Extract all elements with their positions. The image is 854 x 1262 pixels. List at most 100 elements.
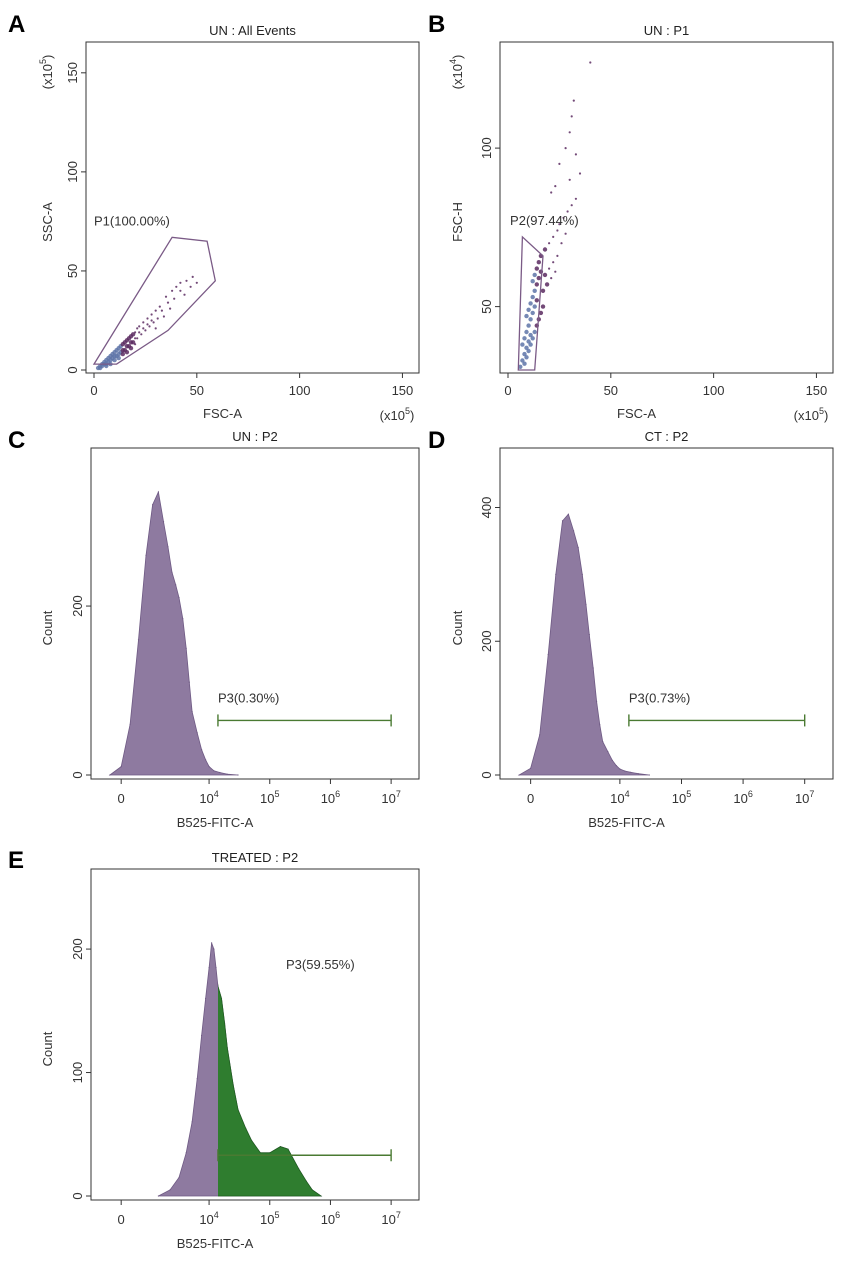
histogram-bin <box>577 547 579 549</box>
scatter-point <box>536 275 541 281</box>
scatter-point <box>568 131 571 134</box>
scatter-point <box>532 288 537 293</box>
scatter-point <box>146 317 149 320</box>
histogram-bin <box>237 774 239 776</box>
x-tick-label: 150 <box>806 383 828 398</box>
scatter-point <box>524 355 529 360</box>
scatter-point <box>134 337 137 340</box>
y-tick-label: 50 <box>65 264 80 278</box>
histogram-bin <box>581 573 583 576</box>
scatter-point <box>154 327 157 330</box>
y-tick-label: 0 <box>70 1192 85 1199</box>
histogram-bin <box>182 618 184 620</box>
histogram-bin <box>530 767 532 769</box>
scatter-point <box>124 344 130 349</box>
scatter-point <box>524 313 529 319</box>
scatter-point <box>532 272 537 278</box>
scatter-point <box>524 345 529 350</box>
scatter-point <box>144 329 147 332</box>
scatter-point <box>136 337 139 340</box>
panel-letter: B <box>428 11 445 38</box>
scatter-point <box>522 361 527 366</box>
scatter-point <box>128 340 134 345</box>
gate-label: P3(0.73%) <box>629 690 690 705</box>
histogram-bin <box>188 681 190 683</box>
histogram-bin <box>205 759 207 761</box>
scatter-point <box>130 332 136 337</box>
scatter-point <box>108 357 113 363</box>
x-axis-label: B525-FITC-A <box>177 1236 254 1251</box>
histogram-bin <box>185 647 187 649</box>
plot-title: UN : All Events <box>209 23 296 38</box>
scatter-point <box>572 99 575 102</box>
histogram-bin <box>624 770 626 772</box>
y-multiplier: (x105) <box>38 55 55 90</box>
scatter-point <box>526 348 531 354</box>
x-tick-label: 0 <box>118 791 125 806</box>
scatter-point <box>568 178 571 181</box>
scatter-point <box>558 162 561 165</box>
panel-letter: C <box>8 427 25 454</box>
scatter-point <box>150 319 153 322</box>
scatter-point <box>522 351 527 357</box>
gate-polygon <box>517 235 544 371</box>
scatter-point <box>146 323 149 326</box>
histogram-bin <box>607 751 609 753</box>
gate-polygon <box>92 236 217 365</box>
panel-b: B UN : P1 P2(97.44%) 0 50 100 150 50 100 FSC-A (x1… <box>428 11 834 423</box>
scatter-point <box>548 242 551 245</box>
scatter-point <box>560 242 563 245</box>
scatter-point <box>550 191 553 194</box>
scatter-point <box>195 281 198 284</box>
y-tick-label: 400 <box>479 497 494 519</box>
scatter-point <box>183 293 186 296</box>
scatter-point <box>152 321 155 324</box>
y-tick-label: 100 <box>65 161 80 183</box>
y-axis-label: Count <box>450 610 465 645</box>
scatter-point <box>120 348 126 353</box>
scatter-point <box>179 289 182 292</box>
x-tick-label: 150 <box>392 383 414 398</box>
histogram-bin <box>162 521 165 523</box>
scatter-point <box>532 304 537 309</box>
scatter-point <box>532 329 537 335</box>
y-tick-label: 0 <box>479 771 494 778</box>
scatter-point <box>540 304 546 309</box>
scatter-point <box>520 358 525 363</box>
x-tick-label: 104 <box>610 789 629 806</box>
scatter-point <box>518 364 523 369</box>
panel-letter: A <box>8 11 25 38</box>
histogram-bin <box>109 774 111 776</box>
y-tick-label: 100 <box>479 137 494 159</box>
x-axis-label: B525-FITC-A <box>177 815 254 830</box>
scatter-point <box>556 254 559 257</box>
histogram-bin <box>208 766 210 768</box>
histogram-bin <box>167 546 169 548</box>
scatter-point <box>574 197 578 200</box>
histogram-bin <box>615 765 617 767</box>
histogram-bin <box>561 520 564 522</box>
histogram-bin <box>226 773 228 775</box>
y-tick-label: 200 <box>70 938 85 960</box>
histogram-bin <box>178 1176 180 1179</box>
histogram-bin <box>129 723 131 725</box>
scatter-point <box>578 172 582 175</box>
histogram-bin <box>219 771 221 774</box>
histogram-bin <box>201 749 203 751</box>
x-axis-label: FSC-A <box>203 406 242 421</box>
scatter-point <box>544 282 550 287</box>
histogram-bin <box>648 774 650 776</box>
scatter-point <box>138 331 141 334</box>
scatter-point <box>148 325 151 328</box>
scatter-point <box>136 327 139 330</box>
scatter-point <box>156 317 159 320</box>
x-tick-label: 105 <box>672 789 691 806</box>
histogram-bin <box>547 654 549 656</box>
y-tick-label: 50 <box>479 299 494 313</box>
y-tick-label: 0 <box>65 366 80 373</box>
y-axis-label: FSC-H <box>450 202 465 242</box>
gate-label: P3(0.30%) <box>218 690 279 705</box>
scatter-point <box>524 329 529 335</box>
scatter-point <box>530 279 535 284</box>
scatter-point <box>189 285 192 288</box>
